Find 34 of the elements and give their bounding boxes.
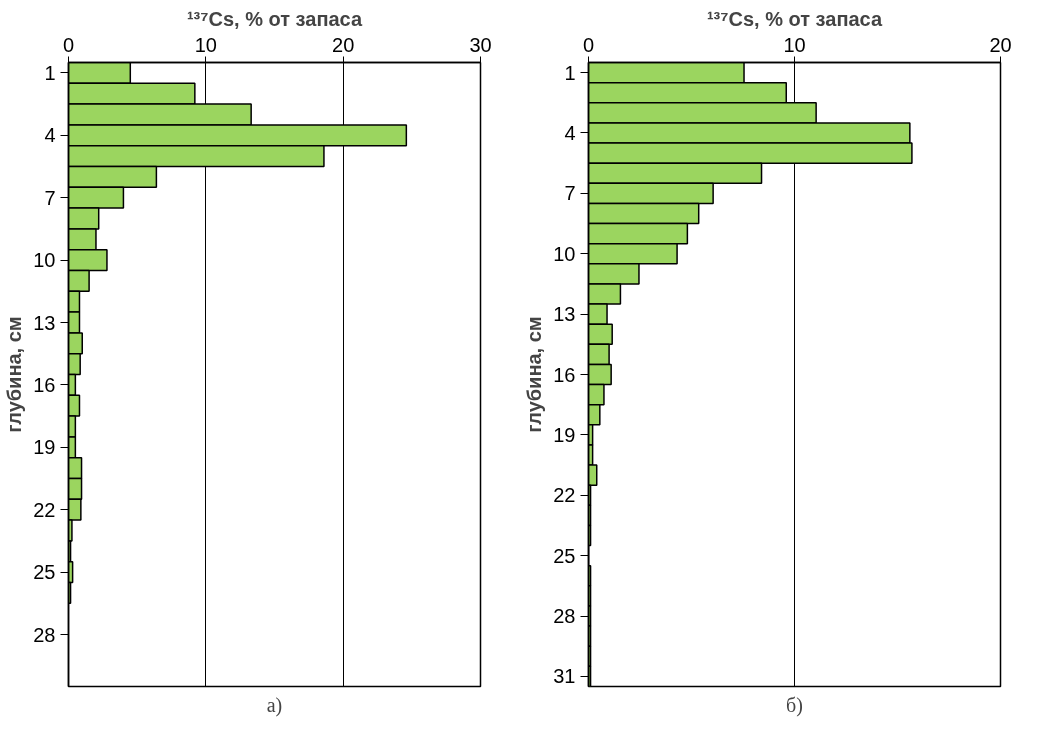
- y-tick-label: 19: [553, 423, 576, 446]
- y-tick-label: 4: [564, 121, 576, 144]
- y-tick-label: 16: [33, 373, 56, 396]
- y-tick-label: 13: [553, 303, 576, 326]
- y-tick-label: 4: [44, 124, 56, 147]
- x-tick-label: 20: [332, 33, 355, 56]
- y-tick-label: 31: [553, 665, 576, 688]
- x-tick-label: 20: [989, 33, 1012, 56]
- y-tick-label: 10: [33, 249, 56, 272]
- y-tick-label: 1: [564, 61, 576, 84]
- y-axis-title: глубина, см: [3, 316, 26, 433]
- y-tick-label: 16: [553, 363, 576, 386]
- y-tick-label: 10: [553, 242, 576, 265]
- y-tick-label: 28: [553, 605, 576, 628]
- y-tick-label: 25: [33, 561, 56, 584]
- y-axis-title: глубина, см: [523, 316, 546, 433]
- x-tick-label: 0: [582, 33, 595, 56]
- x-tick-label: 0: [62, 33, 75, 56]
- y-tick-label: 25: [553, 544, 576, 567]
- y-tick-label: 22: [553, 484, 576, 507]
- y-tick-label: 28: [33, 623, 56, 646]
- y-tick-label: 22: [33, 498, 56, 521]
- y-tick-label: 7: [44, 186, 56, 209]
- y-tick-label: 13: [33, 311, 56, 334]
- x-tick-label: 30: [469, 33, 492, 56]
- x-tick-label: 10: [194, 33, 217, 56]
- chart-title: ¹³⁷Cs, % от запаса: [706, 7, 883, 30]
- text: а): [266, 693, 283, 717]
- y-tick-label: 7: [564, 182, 576, 205]
- x-tick-label: 10: [783, 33, 806, 56]
- y-tick-label: 1: [44, 61, 56, 84]
- text: б): [786, 693, 803, 717]
- y-tick-label: 19: [33, 436, 56, 459]
- chart-title: ¹³⁷Cs, % от запаса: [186, 7, 363, 30]
